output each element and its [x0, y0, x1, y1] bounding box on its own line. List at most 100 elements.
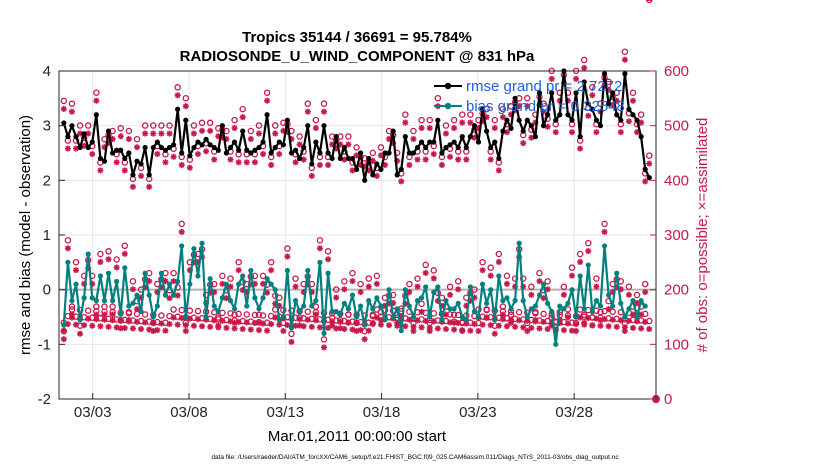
legend-bias-marker: [444, 102, 452, 110]
rmse-point: [61, 120, 67, 126]
rmse-point: [618, 117, 624, 123]
obs-assimilated-marker: [121, 324, 128, 331]
obs-assimilated-marker: [97, 259, 104, 265]
bias-point: [536, 292, 543, 298]
obs-possible-marker: [430, 310, 438, 317]
obs-possible-marker: [235, 258, 242, 266]
obs-assimilated-marker: [85, 130, 92, 137]
rmse-point: [81, 131, 87, 137]
obs-assimilated-marker: [239, 114, 246, 121]
bias-point: [199, 240, 205, 246]
obs-assimilated-marker: [89, 322, 96, 329]
obs-assimilated-marker: [536, 325, 543, 332]
obs-assimilated-marker: [463, 156, 470, 163]
obs-possible-marker: [170, 306, 177, 313]
y-tick-label: 3: [43, 118, 51, 135]
obs-assimilated-marker: [394, 322, 401, 329]
obs-assimilated-marker: [199, 127, 206, 134]
obs-assimilated-marker: [353, 320, 360, 327]
legend-bias-label: bias grand pr = 0.32548: [466, 98, 625, 115]
obs-assimilated-marker: [499, 114, 506, 121]
rmse-point: [73, 134, 79, 140]
obs-possible-marker: [454, 278, 462, 285]
rmse-point: [614, 112, 620, 118]
bias-point: [207, 276, 213, 282]
rmse-point: [97, 155, 104, 162]
bias-point: [549, 308, 555, 315]
y-axis-label: rmse and bias (model - observation): [17, 115, 34, 355]
chart-title-line1: Tropics 35144 / 36691 = 95.784%: [242, 29, 472, 46]
obs-assimilated-marker: [117, 325, 124, 332]
obs-assimilated-marker: [451, 125, 458, 132]
bias-point: [516, 240, 522, 246]
rmse-point: [325, 150, 331, 156]
obs-assimilated-marker: [215, 324, 222, 331]
bias-point: [134, 292, 140, 298]
obs-assimilated-marker: [223, 324, 230, 331]
rmse-point: [569, 117, 575, 123]
rmse-point: [622, 71, 628, 77]
rmse-point: [610, 90, 616, 96]
obs-assimilated-marker: [268, 267, 275, 274]
obs-possible-marker: [491, 116, 499, 124]
obs-assimilated-marker: [426, 125, 433, 132]
obs-assimilated-marker: [312, 125, 319, 132]
obs-possible-marker: [446, 311, 454, 318]
rmse-point: [77, 144, 83, 151]
bias-point: [142, 270, 148, 276]
obs-assimilated-marker: [422, 269, 429, 276]
bias-point: [479, 281, 486, 287]
obs-possible-marker: [316, 237, 324, 244]
obs-assimilated-marker: [190, 130, 197, 137]
rmse-point: [593, 117, 600, 123]
obs-possible-marker: [406, 280, 413, 288]
obs-possible-marker: [418, 116, 425, 124]
rmse-point: [508, 125, 514, 131]
rmse-point: [463, 144, 469, 151]
bias-point: [597, 303, 604, 309]
bias-point: [288, 325, 295, 331]
obs-possible-marker: [141, 122, 149, 129]
bias-point: [561, 306, 567, 312]
bias-point: [475, 314, 482, 320]
obs-assimilated-marker: [60, 336, 67, 343]
rmse-point: [496, 155, 502, 162]
obs-possible-marker: [97, 250, 104, 258]
rmse-point: [333, 134, 339, 140]
x-axis-label: Mar.01,2011 00:00:00 start: [268, 428, 447, 445]
bias-point: [276, 317, 282, 323]
obs-assimilated-marker: [89, 151, 96, 158]
obs-possible-marker: [479, 258, 486, 266]
obs-possible-marker: [72, 258, 80, 266]
obs-assimilated-marker: [321, 108, 328, 115]
obs-assimilated-marker: [621, 56, 628, 63]
bias-point: [146, 292, 152, 298]
bias-point: [280, 314, 286, 320]
x-tick-label: 03/18: [363, 404, 401, 421]
obs-assimilated-marker: [629, 97, 636, 104]
obs-assimilated-marker: [264, 97, 271, 104]
obs-assimilated-marker: [308, 323, 315, 330]
bias-point: [353, 314, 360, 320]
bias-point: [118, 311, 124, 317]
rmse-point: [248, 150, 254, 156]
bias-point: [73, 281, 79, 287]
obs-assimilated-marker: [239, 326, 246, 333]
rmse-point: [297, 155, 303, 162]
obs-possible-marker: [377, 144, 385, 151]
bias-point: [471, 308, 478, 315]
obs-possible-marker: [446, 283, 454, 291]
obs-assimilated-marker: [601, 228, 608, 235]
rmse-point: [231, 139, 238, 145]
obs-assimilated-marker: [316, 162, 323, 168]
obs-assimilated-marker: [593, 283, 600, 290]
y-right-tick-label: 500: [664, 118, 689, 135]
rmse-point: [284, 117, 291, 123]
bias-point: [329, 308, 335, 315]
rmse-point: [183, 117, 189, 123]
obs-possible-marker: [84, 307, 92, 314]
obs-possible-marker: [320, 336, 328, 343]
obs-assimilated-marker: [121, 250, 128, 257]
obs-assimilated-marker: [182, 328, 189, 334]
